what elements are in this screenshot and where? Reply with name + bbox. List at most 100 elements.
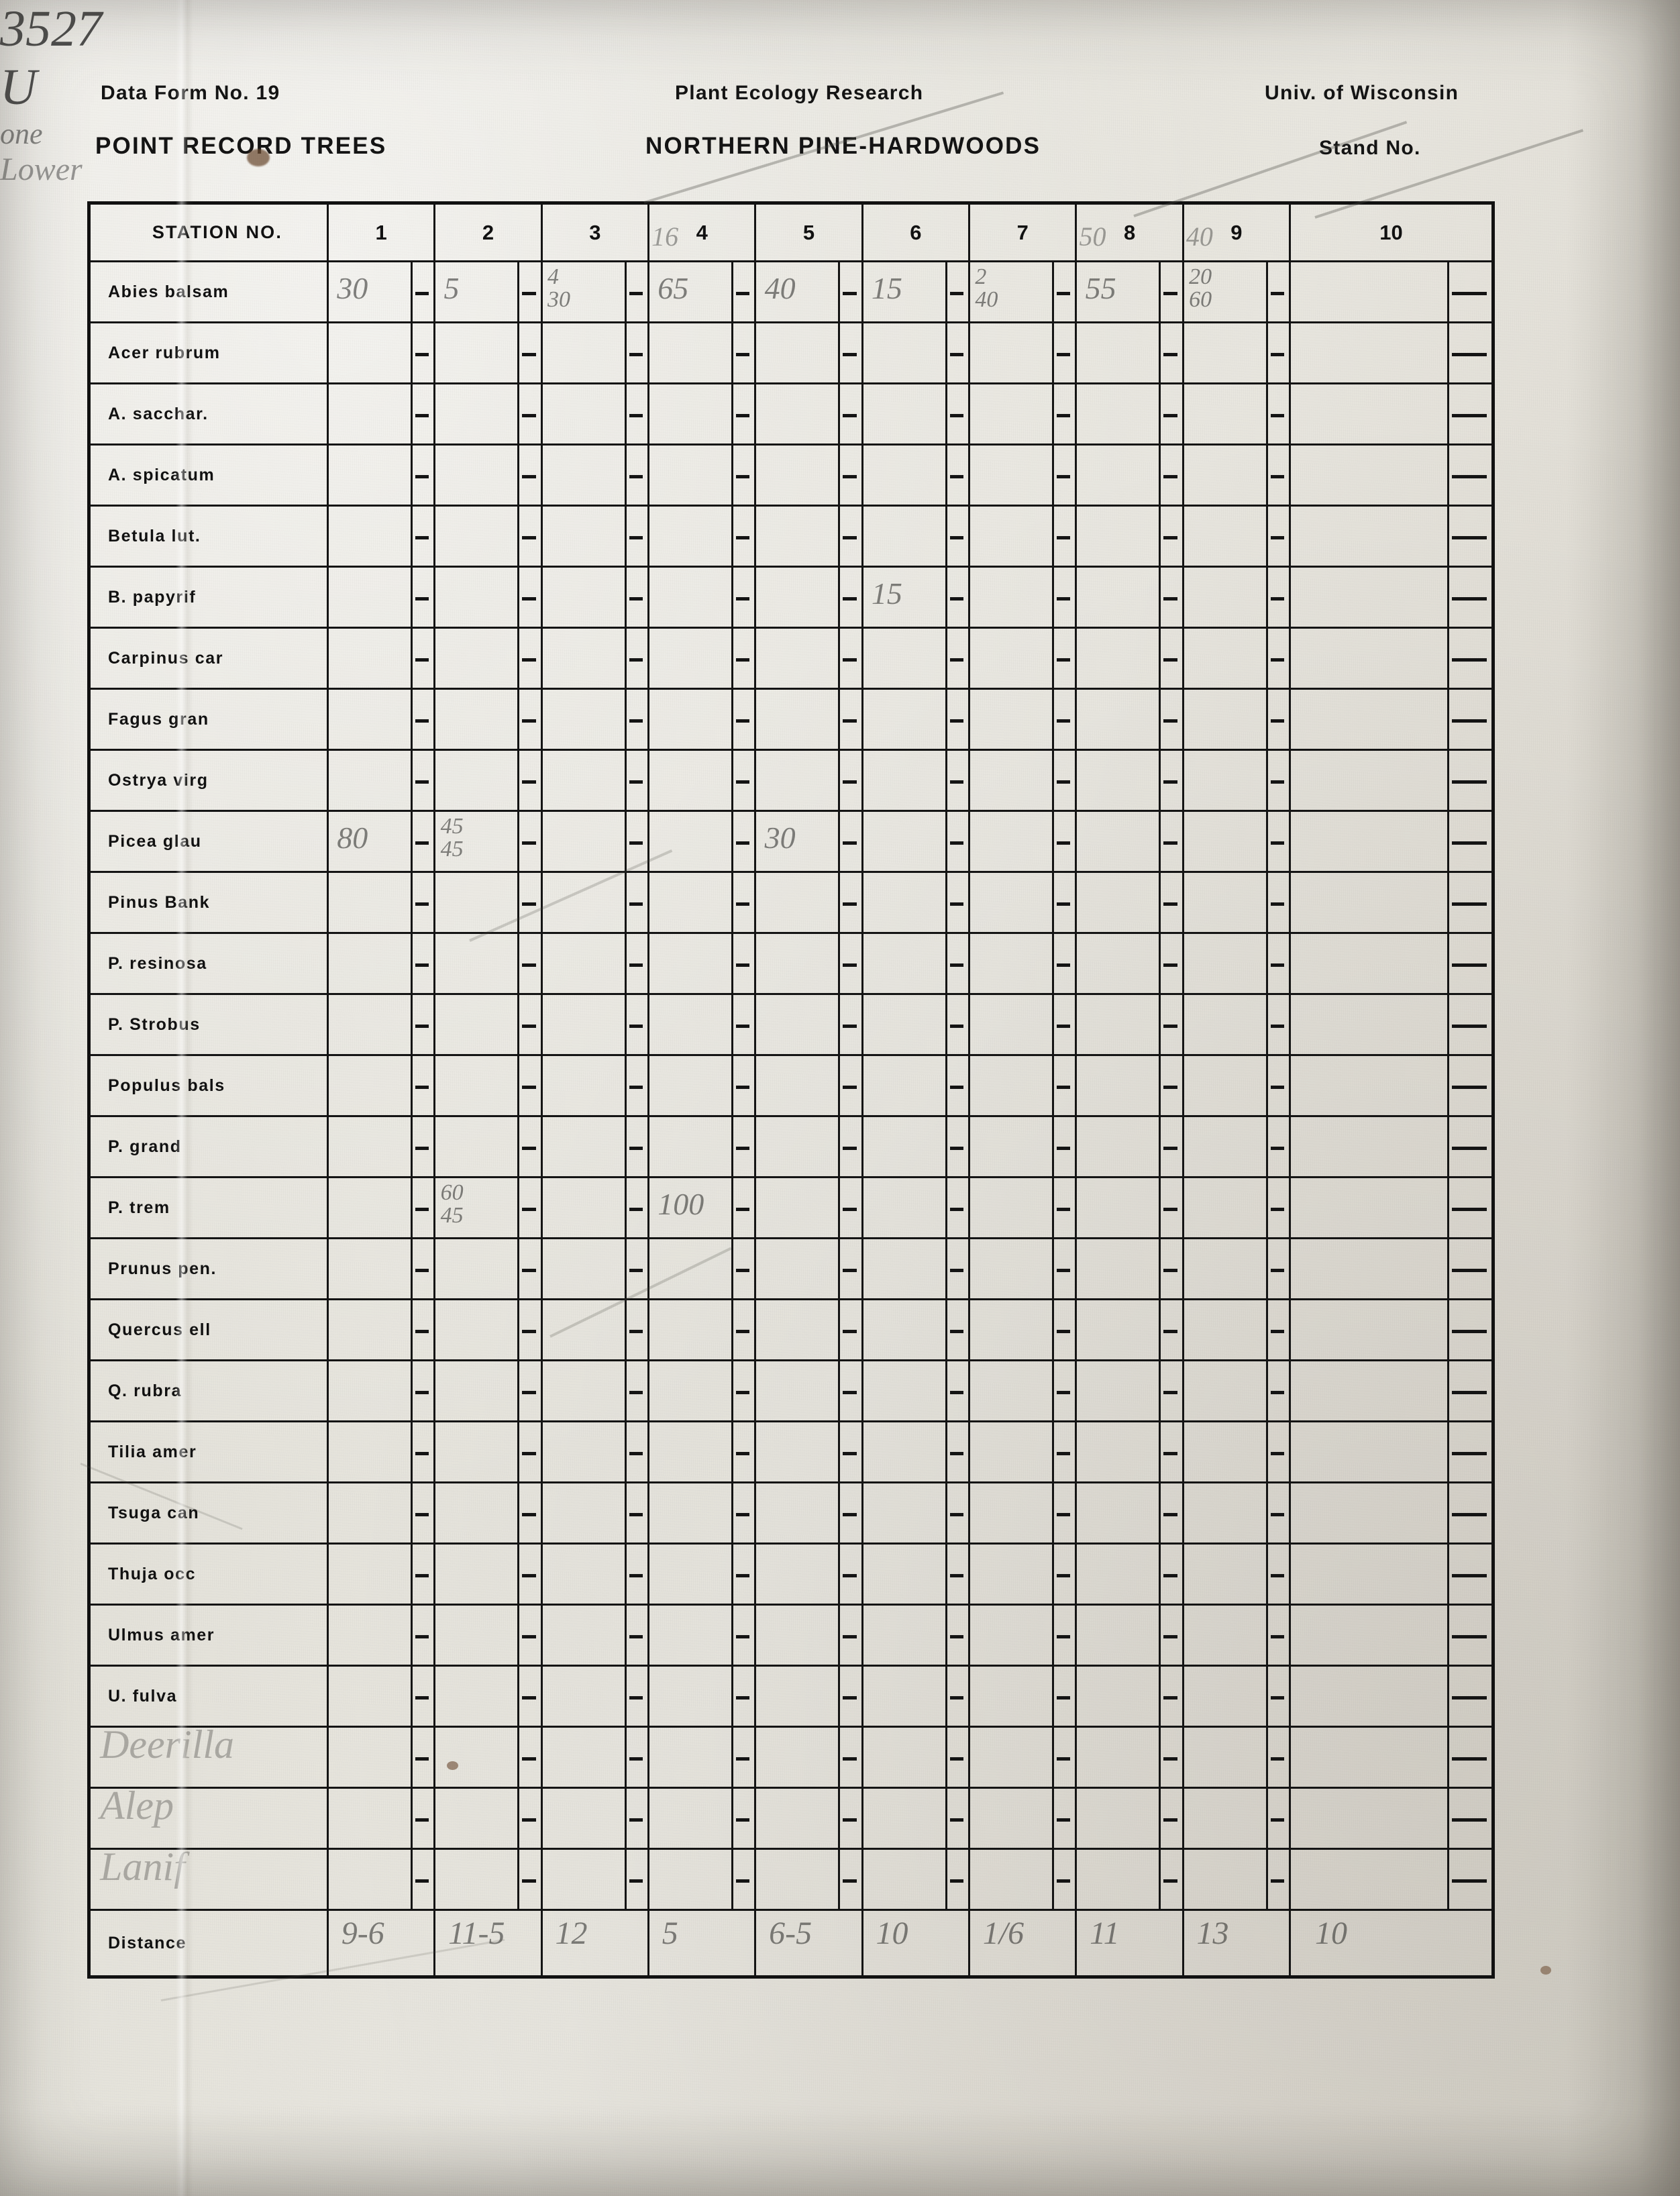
tally-subcell[interactable] [840,1056,861,1115]
count-subcell[interactable] [1184,1483,1268,1543]
data-cell-8[interactable] [1075,1359,1184,1422]
count-subcell[interactable] [863,507,947,566]
count-subcell[interactable]: 20 60 [1184,262,1268,321]
data-cell-1[interactable] [326,1298,436,1361]
data-cell-1[interactable] [326,382,436,446]
tally-subcell[interactable] [1268,995,1289,1054]
data-cell-7[interactable] [968,1115,1078,1178]
count-subcell[interactable] [649,384,733,443]
tally-subcell[interactable] [1161,1606,1182,1665]
count-subcell[interactable] [649,1728,733,1787]
data-cell-8[interactable] [1075,1420,1184,1483]
data-cell-5[interactable] [754,1176,863,1239]
count-subcell[interactable] [1291,1239,1450,1298]
data-cell-6[interactable] [861,1237,971,1300]
count-subcell[interactable] [435,568,520,627]
data-cell-8[interactable] [1075,1543,1184,1606]
data-cell-2[interactable] [433,749,543,812]
count-subcell[interactable]: 5 [435,262,520,321]
tally-subcell[interactable] [519,384,540,443]
count-subcell[interactable] [329,1239,413,1298]
tally-subcell[interactable] [840,568,861,627]
tally-subcell[interactable] [1161,812,1182,871]
count-subcell[interactable] [543,1239,627,1298]
count-subcell[interactable] [863,812,947,871]
tally-subcell[interactable] [733,751,754,810]
count-subcell[interactable] [970,1850,1054,1909]
data-cell-4[interactable] [647,688,757,751]
tally-subcell[interactable] [1161,446,1182,505]
count-subcell[interactable]: 55 [1077,262,1161,321]
tally-subcell[interactable] [1054,1422,1075,1481]
count-subcell[interactable] [435,384,520,443]
count-subcell[interactable] [329,1483,413,1543]
data-cell-4[interactable] [647,505,757,568]
data-cell-6[interactable] [861,1176,971,1239]
count-subcell[interactable] [543,1789,627,1848]
data-cell-7[interactable] [968,749,1078,812]
count-subcell[interactable] [756,1361,841,1420]
tally-subcell[interactable] [1054,323,1075,382]
tally-subcell[interactable] [627,1056,647,1115]
tally-subcell[interactable] [733,690,754,749]
tally-subcell[interactable] [840,1483,861,1543]
data-cell-6[interactable] [861,810,971,873]
tally-subcell[interactable] [947,1300,968,1359]
data-cell-3[interactable] [540,993,650,1056]
tally-subcell[interactable] [627,568,647,627]
count-subcell[interactable] [649,934,733,993]
count-subcell[interactable] [649,568,733,627]
count-subcell[interactable] [435,507,520,566]
count-subcell[interactable] [1077,690,1161,749]
tally-subcell[interactable] [947,873,968,932]
data-cell-5[interactable] [754,1726,863,1789]
data-cell-10[interactable] [1289,1054,1494,1117]
data-cell-6[interactable] [861,1543,971,1606]
data-cell-2[interactable] [433,382,543,446]
data-cell-5[interactable] [754,1665,863,1728]
data-cell-7[interactable] [968,1726,1078,1789]
data-cell-9[interactable] [1182,1359,1292,1422]
count-subcell[interactable] [756,1117,841,1176]
tally-subcell[interactable] [1449,1239,1491,1298]
data-cell-5[interactable]: 30 [754,810,863,873]
data-cell-1[interactable] [326,932,436,995]
count-subcell[interactable] [435,1850,520,1909]
tally-subcell[interactable] [733,873,754,932]
tally-subcell[interactable] [840,446,861,505]
count-subcell[interactable] [329,323,413,382]
tally-subcell[interactable] [1054,262,1075,321]
tally-subcell[interactable] [1054,751,1075,810]
data-cell-2[interactable] [433,443,543,507]
tally-subcell[interactable] [1268,568,1289,627]
tally-subcell[interactable] [840,1361,861,1420]
data-cell-6[interactable] [861,505,971,568]
count-subcell[interactable] [1291,1422,1450,1481]
data-cell-7[interactable] [968,566,1078,629]
data-cell-3[interactable] [540,1298,650,1361]
count-subcell[interactable] [970,1728,1054,1787]
data-cell-1[interactable] [326,627,436,690]
tally-subcell[interactable] [627,1117,647,1176]
count-subcell[interactable] [1291,1850,1450,1909]
data-cell-3[interactable] [540,1787,650,1850]
tally-subcell[interactable] [1268,1667,1289,1726]
count-subcell[interactable] [863,1361,947,1420]
tally-subcell[interactable] [1161,1545,1182,1604]
count-subcell[interactable] [543,995,627,1054]
data-cell-8[interactable] [1075,871,1184,934]
count-subcell[interactable] [1291,1483,1450,1543]
tally-subcell[interactable] [1161,1361,1182,1420]
tally-subcell[interactable] [1161,262,1182,321]
data-cell-6[interactable] [861,443,971,507]
count-subcell[interactable] [1291,1117,1450,1176]
count-subcell[interactable] [329,995,413,1054]
data-cell-3[interactable] [540,1176,650,1239]
tally-subcell[interactable] [947,1178,968,1237]
tally-subcell[interactable] [519,1850,540,1909]
count-subcell[interactable] [1184,751,1268,810]
tally-subcell[interactable] [1161,1728,1182,1787]
count-subcell[interactable] [756,1300,841,1359]
data-cell-2[interactable]: 45 45 [433,810,543,873]
tally-subcell[interactable] [413,812,433,871]
